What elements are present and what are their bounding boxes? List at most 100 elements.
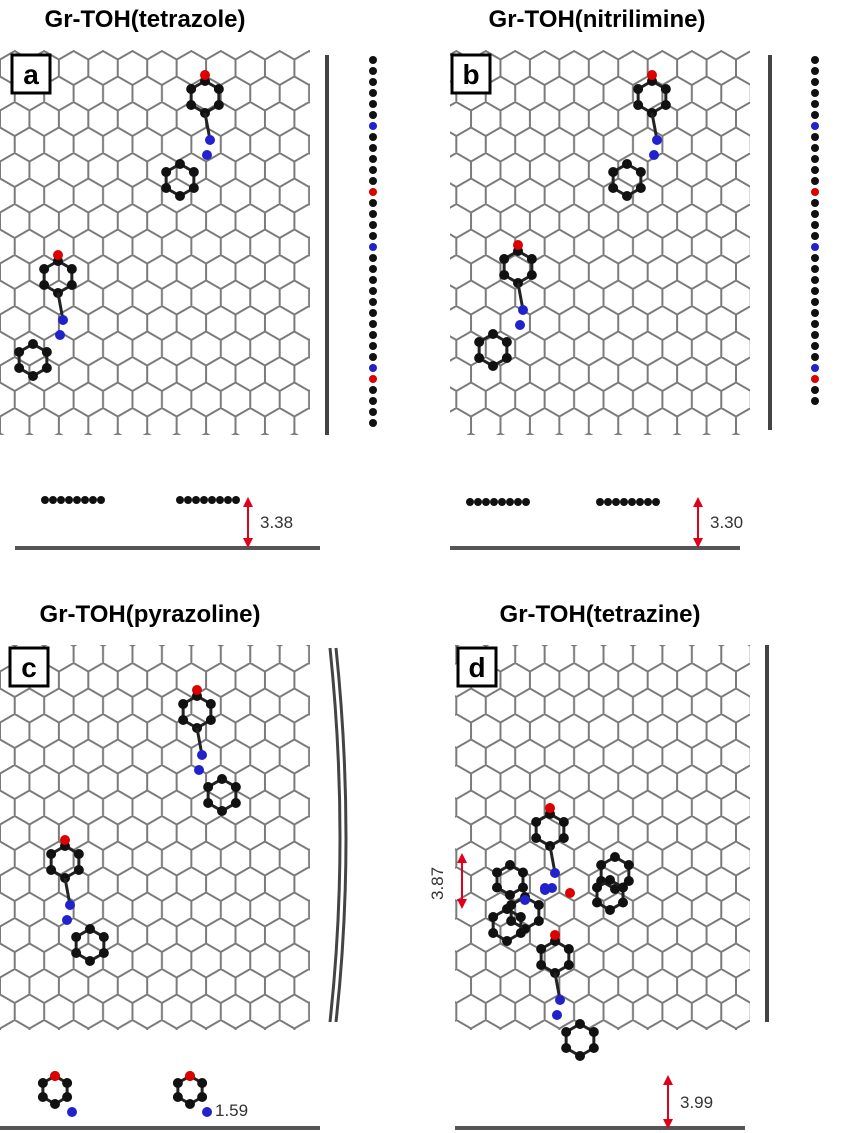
atom [369, 298, 377, 306]
atom [39, 280, 49, 290]
atom [369, 56, 377, 64]
atom [60, 835, 70, 845]
atom [369, 188, 377, 196]
atom [811, 67, 819, 75]
distance-label: 1.59 [215, 1101, 248, 1120]
atom [531, 833, 541, 843]
atom [540, 883, 550, 893]
atom [811, 199, 819, 207]
atom [559, 833, 569, 843]
atom [811, 100, 819, 108]
atom [811, 331, 819, 339]
atom [178, 699, 188, 709]
atom [58, 315, 68, 325]
atom [502, 904, 512, 914]
atom [482, 498, 490, 506]
atom [506, 916, 516, 926]
atom [811, 276, 819, 284]
atom [38, 1092, 48, 1102]
atom [652, 498, 660, 506]
atom [561, 1043, 571, 1053]
atom [811, 265, 819, 273]
atom [536, 960, 546, 970]
atom [502, 936, 512, 946]
atom [647, 70, 657, 80]
atom [202, 1107, 212, 1117]
atom [474, 337, 484, 347]
panel-title: Gr-TOH(tetrazole) [45, 6, 246, 33]
atom [62, 1078, 72, 1088]
atom [575, 1051, 585, 1061]
panel-title: Gr-TOH(tetrazine) [500, 601, 701, 628]
atom [811, 375, 819, 383]
atom [811, 298, 819, 306]
panel-title: Gr-TOH(pyrazoline) [40, 601, 261, 628]
atom [189, 183, 199, 193]
atom [369, 309, 377, 317]
atom [232, 496, 240, 504]
atom [618, 898, 628, 908]
atom [203, 798, 213, 808]
page: {"panels": [ {"title": "Gr-TOH(tetrazole… [0, 0, 851, 1133]
atom [624, 860, 634, 870]
atom [492, 883, 502, 893]
atom [620, 498, 628, 506]
atom [636, 167, 646, 177]
atom [197, 750, 207, 760]
atom [369, 144, 377, 152]
atom [369, 67, 377, 75]
atom [518, 883, 528, 893]
atom [85, 956, 95, 966]
graphene-sheet [455, 645, 750, 1030]
atom [608, 167, 618, 177]
atom [97, 496, 105, 504]
atom [518, 868, 528, 878]
letter-box: b [452, 55, 490, 93]
atom [811, 243, 819, 251]
figure: Gr-TOH(tetrazole) Gr-TOH(nitrilimine) Gr… [0, 0, 851, 1133]
atom [71, 948, 81, 958]
atom [661, 84, 671, 94]
atom [217, 806, 227, 816]
atom [89, 496, 97, 504]
panel-letter: c [21, 652, 37, 683]
atom [811, 155, 819, 163]
atom [536, 944, 546, 954]
atom [192, 496, 200, 504]
atom [206, 699, 216, 709]
atom [73, 496, 81, 504]
atom [369, 221, 377, 229]
atom [811, 309, 819, 317]
atom [369, 320, 377, 328]
atom [206, 715, 216, 725]
atom [369, 210, 377, 218]
atom [644, 498, 652, 506]
atom [605, 875, 615, 885]
atom [99, 932, 109, 942]
atom [811, 177, 819, 185]
atom [499, 254, 509, 264]
atom [527, 254, 537, 264]
atom [474, 353, 484, 363]
atom [216, 496, 224, 504]
distance-label: 3.38 [260, 513, 293, 532]
atom [38, 1078, 48, 1088]
atom [555, 995, 565, 1005]
atom [811, 122, 819, 130]
atom [39, 264, 49, 274]
atom [811, 188, 819, 196]
atom [596, 860, 606, 870]
atom [57, 496, 65, 504]
atom [178, 715, 188, 725]
atom [203, 782, 213, 792]
atom [506, 498, 514, 506]
atom [71, 932, 81, 942]
atom [173, 1078, 183, 1088]
atom [369, 276, 377, 284]
atom [49, 496, 57, 504]
atom [369, 397, 377, 405]
atom [618, 883, 628, 893]
atom [186, 84, 196, 94]
atom [811, 78, 819, 86]
atom [28, 339, 38, 349]
